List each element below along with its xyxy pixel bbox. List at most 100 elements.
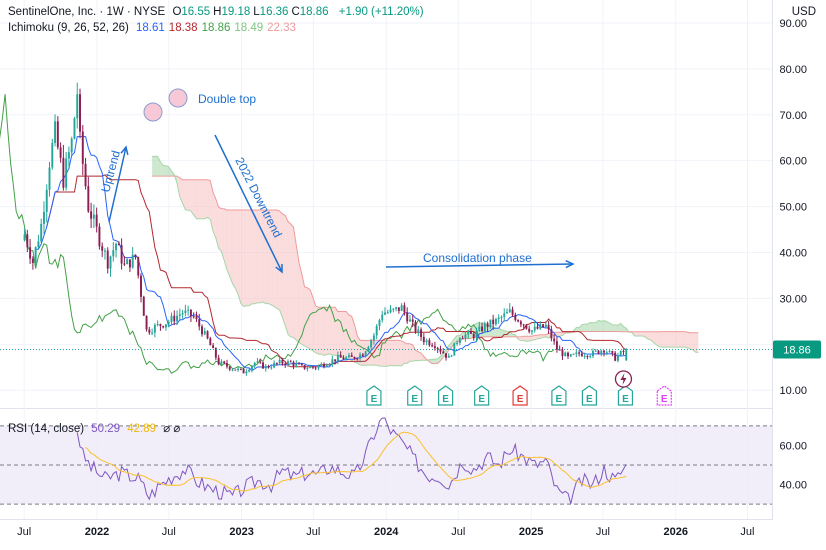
candle-body bbox=[195, 316, 198, 320]
earnings-marker[interactable]: E bbox=[474, 385, 490, 406]
candle bbox=[311, 366, 314, 370]
ichimoku-cloud-segment bbox=[673, 331, 677, 348]
ichimoku-cloud-segment bbox=[396, 340, 399, 366]
candle bbox=[67, 146, 70, 170]
ichimoku-cloud-segment bbox=[676, 331, 679, 348]
candle-body bbox=[126, 259, 129, 265]
candle bbox=[292, 360, 295, 370]
candle bbox=[273, 360, 276, 369]
earnings-badge bbox=[474, 385, 490, 406]
ichimoku-cloud-segment bbox=[390, 340, 394, 366]
candle bbox=[228, 366, 231, 372]
candle bbox=[625, 348, 628, 362]
candle-body bbox=[192, 316, 195, 318]
earnings-marker[interactable]: E bbox=[581, 385, 597, 406]
candle bbox=[589, 354, 592, 359]
candle-body bbox=[212, 345, 215, 349]
ichimoku-cloud-segment bbox=[154, 156, 158, 177]
ichimoku-cloud-segment bbox=[584, 324, 588, 332]
candle bbox=[497, 314, 500, 324]
earnings-marker[interactable]: E bbox=[407, 385, 423, 406]
candle bbox=[73, 116, 76, 140]
earnings-marker[interactable]: E bbox=[617, 385, 634, 406]
candle-body bbox=[145, 315, 148, 330]
candle bbox=[148, 326, 151, 335]
earnings-label: E bbox=[517, 394, 524, 405]
symbol-title[interactable]: SentinelOne, Inc. · 1W · NYSE bbox=[8, 6, 166, 18]
bolt-icon bbox=[620, 373, 627, 385]
candle bbox=[298, 361, 301, 365]
candle-body bbox=[378, 320, 381, 326]
ichimoku-cloud-segment bbox=[282, 213, 286, 326]
ichimoku-cloud-segment bbox=[418, 351, 422, 361]
ichimoku-cloud-segment bbox=[387, 340, 391, 367]
earnings-marker[interactable]: E bbox=[366, 385, 382, 406]
currency-label[interactable]: USD bbox=[791, 6, 816, 18]
candle-body bbox=[586, 355, 589, 357]
rsi-tick-label: 40.00 bbox=[779, 480, 807, 492]
candle-body bbox=[242, 368, 245, 374]
candle bbox=[533, 321, 536, 333]
candle bbox=[34, 246, 37, 268]
candle bbox=[159, 323, 162, 331]
ichimoku-cloud-segment bbox=[271, 209, 275, 307]
candle bbox=[575, 349, 578, 358]
candle bbox=[475, 327, 478, 342]
candle-body bbox=[31, 258, 34, 263]
earnings-marker[interactable]: E bbox=[551, 385, 567, 406]
candle-body bbox=[117, 243, 120, 246]
ichimoku-cloud-segment bbox=[182, 179, 186, 210]
ichimoku-cloud-segment bbox=[615, 324, 618, 332]
earnings-marker[interactable]: E bbox=[512, 385, 528, 406]
candle-body bbox=[547, 324, 550, 330]
candle-body bbox=[225, 363, 228, 367]
candle bbox=[79, 88, 81, 139]
candle bbox=[517, 319, 520, 323]
candle bbox=[378, 318, 381, 331]
candle-body bbox=[259, 361, 262, 363]
candle-body bbox=[550, 329, 553, 339]
ichimoku-legend[interactable]: Ichimoku (9, 26, 52, 26) 18.61 18.38 18.86… bbox=[8, 22, 304, 34]
candle-body bbox=[248, 369, 251, 372]
earnings-marker[interactable]: E bbox=[656, 385, 672, 406]
ichimoku-cloud-segment bbox=[251, 209, 255, 304]
candle bbox=[217, 354, 220, 366]
ichimoku-cloud-segment bbox=[523, 336, 527, 342]
candle bbox=[597, 350, 600, 355]
candle bbox=[433, 341, 436, 351]
price-tick-label: 70.00 bbox=[779, 110, 807, 122]
symbol-header: SentinelOne, Inc. · 1W · NYSE O16.55 H19.… bbox=[8, 6, 428, 18]
candle bbox=[458, 336, 461, 346]
candle-body bbox=[591, 350, 594, 357]
rsi-legend[interactable]: RSI (14, close) 50.29 42.89 ⌀ ⌀ bbox=[8, 421, 184, 435]
candle bbox=[603, 349, 606, 357]
candle-body bbox=[48, 167, 51, 190]
candle bbox=[492, 314, 495, 330]
candle bbox=[267, 364, 270, 369]
candle-body bbox=[256, 361, 259, 363]
ichimoku-cloud-segment bbox=[640, 331, 643, 336]
candle-body bbox=[162, 326, 165, 328]
candle bbox=[112, 241, 115, 262]
candle-body bbox=[494, 318, 497, 325]
candle bbox=[206, 330, 209, 340]
candle bbox=[281, 357, 284, 366]
candle-body bbox=[594, 350, 597, 352]
candle-body bbox=[262, 362, 264, 369]
earnings-marker[interactable]: E bbox=[438, 385, 454, 406]
ichimoku-cloud-segment bbox=[315, 305, 319, 355]
candle bbox=[84, 157, 87, 190]
candle-body bbox=[420, 329, 423, 337]
candle-body bbox=[176, 315, 179, 322]
candle bbox=[115, 242, 118, 258]
candle-body bbox=[275, 362, 278, 364]
candle-body bbox=[347, 355, 350, 358]
time-tick-label: Jul bbox=[17, 526, 31, 538]
candle bbox=[303, 364, 306, 370]
candle bbox=[320, 362, 323, 367]
candle-body bbox=[151, 332, 154, 334]
candle-body bbox=[370, 340, 373, 348]
candle bbox=[536, 323, 539, 330]
